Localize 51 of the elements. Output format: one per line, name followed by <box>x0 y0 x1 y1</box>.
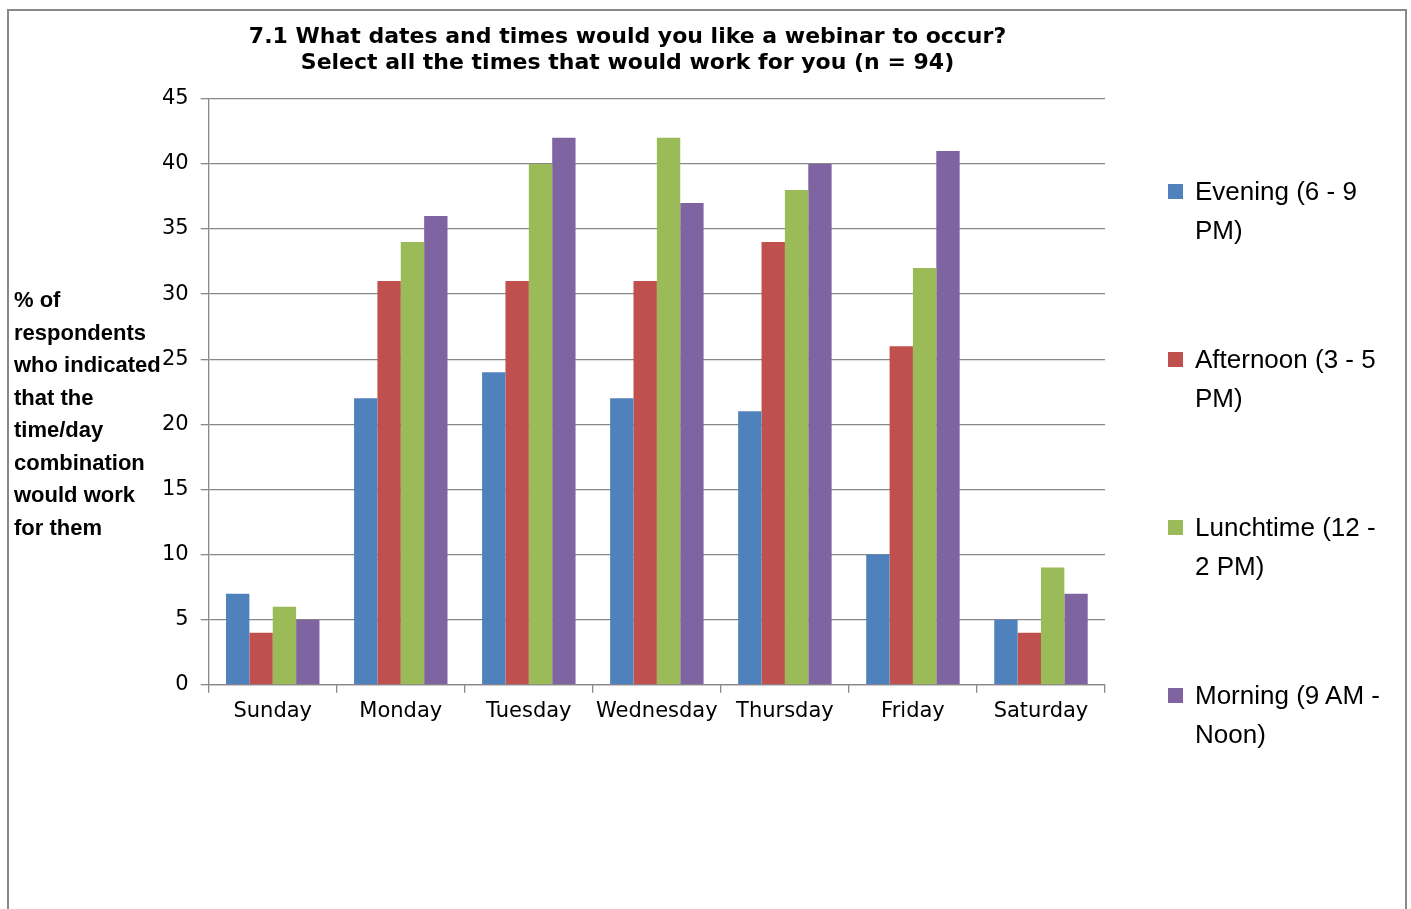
bar <box>482 372 506 685</box>
y-tick-label: 45 <box>161 85 189 110</box>
bar <box>226 593 250 685</box>
y-tick-label: 30 <box>161 280 189 305</box>
bar <box>610 398 634 685</box>
y-tick-label: 0 <box>175 671 189 696</box>
bar <box>528 163 553 685</box>
y-tick-label: 10 <box>161 541 189 566</box>
legend-label: Evening (6 - 9 PM) <box>1195 175 1358 247</box>
bar <box>889 346 913 685</box>
y-tick-label: 5 <box>175 606 189 631</box>
x-tick-label: Thursday <box>735 697 834 722</box>
bar <box>784 189 809 685</box>
bar <box>994 619 1018 685</box>
x-tick-label: Sunday <box>233 697 313 722</box>
y-tick-label: 40 <box>161 150 189 175</box>
y-tick-label: 20 <box>161 410 189 435</box>
x-tick-label: Saturday <box>993 697 1089 722</box>
y-tick-label: 35 <box>161 215 189 240</box>
bar <box>866 554 890 685</box>
y-tick-label: 25 <box>161 345 189 370</box>
bar <box>354 398 378 685</box>
bar <box>296 619 320 685</box>
bar <box>400 242 425 685</box>
bar <box>761 242 785 685</box>
bar <box>272 606 297 685</box>
bar <box>1017 632 1041 685</box>
bar <box>680 202 704 685</box>
bar <box>424 216 448 685</box>
bar <box>1040 567 1065 685</box>
x-tick-label: Wednesday <box>596 697 718 722</box>
bar <box>377 281 401 685</box>
legend-label: Lunchtime (12 - 2 PM) <box>1195 511 1377 583</box>
bar <box>912 268 937 685</box>
bar <box>552 137 576 685</box>
x-tick-label: Monday <box>359 697 443 722</box>
bar <box>633 281 657 685</box>
bar <box>936 150 960 685</box>
bar <box>738 411 762 685</box>
y-tick-label: 15 <box>161 475 189 500</box>
y-axis-title: % of respondents who indicated that the time/day combination would work for them <box>14 286 162 542</box>
bar <box>1064 593 1088 685</box>
bar <box>808 163 832 685</box>
legend-label: Afternoon (3 - 5 PM) <box>1195 343 1377 415</box>
chart-title: 7.1 What dates and times would you like a webinar to occur? Select all the times that would work for you (n = 94) <box>248 22 1007 75</box>
bar <box>505 281 529 685</box>
legend-label: Morning (9 AM - Noon) <box>1195 679 1381 751</box>
bar <box>656 137 681 685</box>
bar <box>249 632 273 685</box>
x-tick-label: Friday <box>881 697 945 722</box>
x-tick-label: Tuesday <box>485 697 572 722</box>
